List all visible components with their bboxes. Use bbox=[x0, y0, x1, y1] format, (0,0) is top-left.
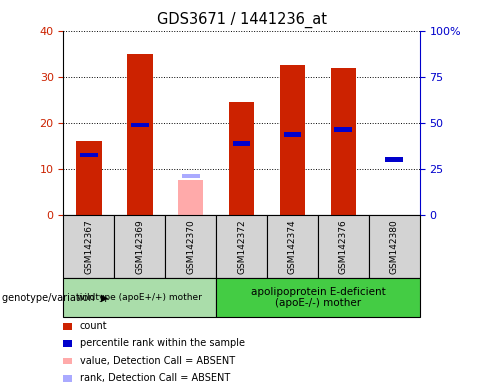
Bar bbox=[76, 141, 102, 215]
Title: GDS3671 / 1441236_at: GDS3671 / 1441236_at bbox=[157, 12, 326, 28]
Bar bbox=[233, 141, 250, 146]
Text: GSM142372: GSM142372 bbox=[237, 219, 246, 274]
Bar bbox=[178, 180, 203, 215]
Bar bbox=[131, 123, 149, 127]
Text: GSM142380: GSM142380 bbox=[390, 219, 399, 274]
Bar bbox=[80, 153, 98, 157]
Text: percentile rank within the sample: percentile rank within the sample bbox=[80, 338, 244, 348]
Bar bbox=[334, 127, 352, 132]
Bar bbox=[229, 102, 254, 215]
Text: rank, Detection Call = ABSENT: rank, Detection Call = ABSENT bbox=[80, 373, 230, 383]
Text: GSM142369: GSM142369 bbox=[135, 219, 144, 274]
Text: apolipoprotein E-deficient
(apoE-/-) mother: apolipoprotein E-deficient (apoE-/-) mot… bbox=[250, 287, 385, 308]
Bar bbox=[280, 65, 305, 215]
Text: GSM142374: GSM142374 bbox=[288, 219, 297, 274]
Bar bbox=[331, 68, 356, 215]
Bar bbox=[386, 157, 403, 162]
Bar bbox=[127, 54, 152, 215]
Text: value, Detection Call = ABSENT: value, Detection Call = ABSENT bbox=[80, 356, 235, 366]
Text: genotype/variation  ▶: genotype/variation ▶ bbox=[2, 293, 109, 303]
Text: GSM142376: GSM142376 bbox=[339, 219, 348, 274]
Bar bbox=[284, 132, 302, 137]
Text: GSM142370: GSM142370 bbox=[186, 219, 195, 274]
Bar bbox=[182, 174, 200, 178]
Text: GSM142367: GSM142367 bbox=[84, 219, 93, 274]
Text: count: count bbox=[80, 321, 107, 331]
Text: wildtype (apoE+/+) mother: wildtype (apoE+/+) mother bbox=[77, 293, 202, 302]
